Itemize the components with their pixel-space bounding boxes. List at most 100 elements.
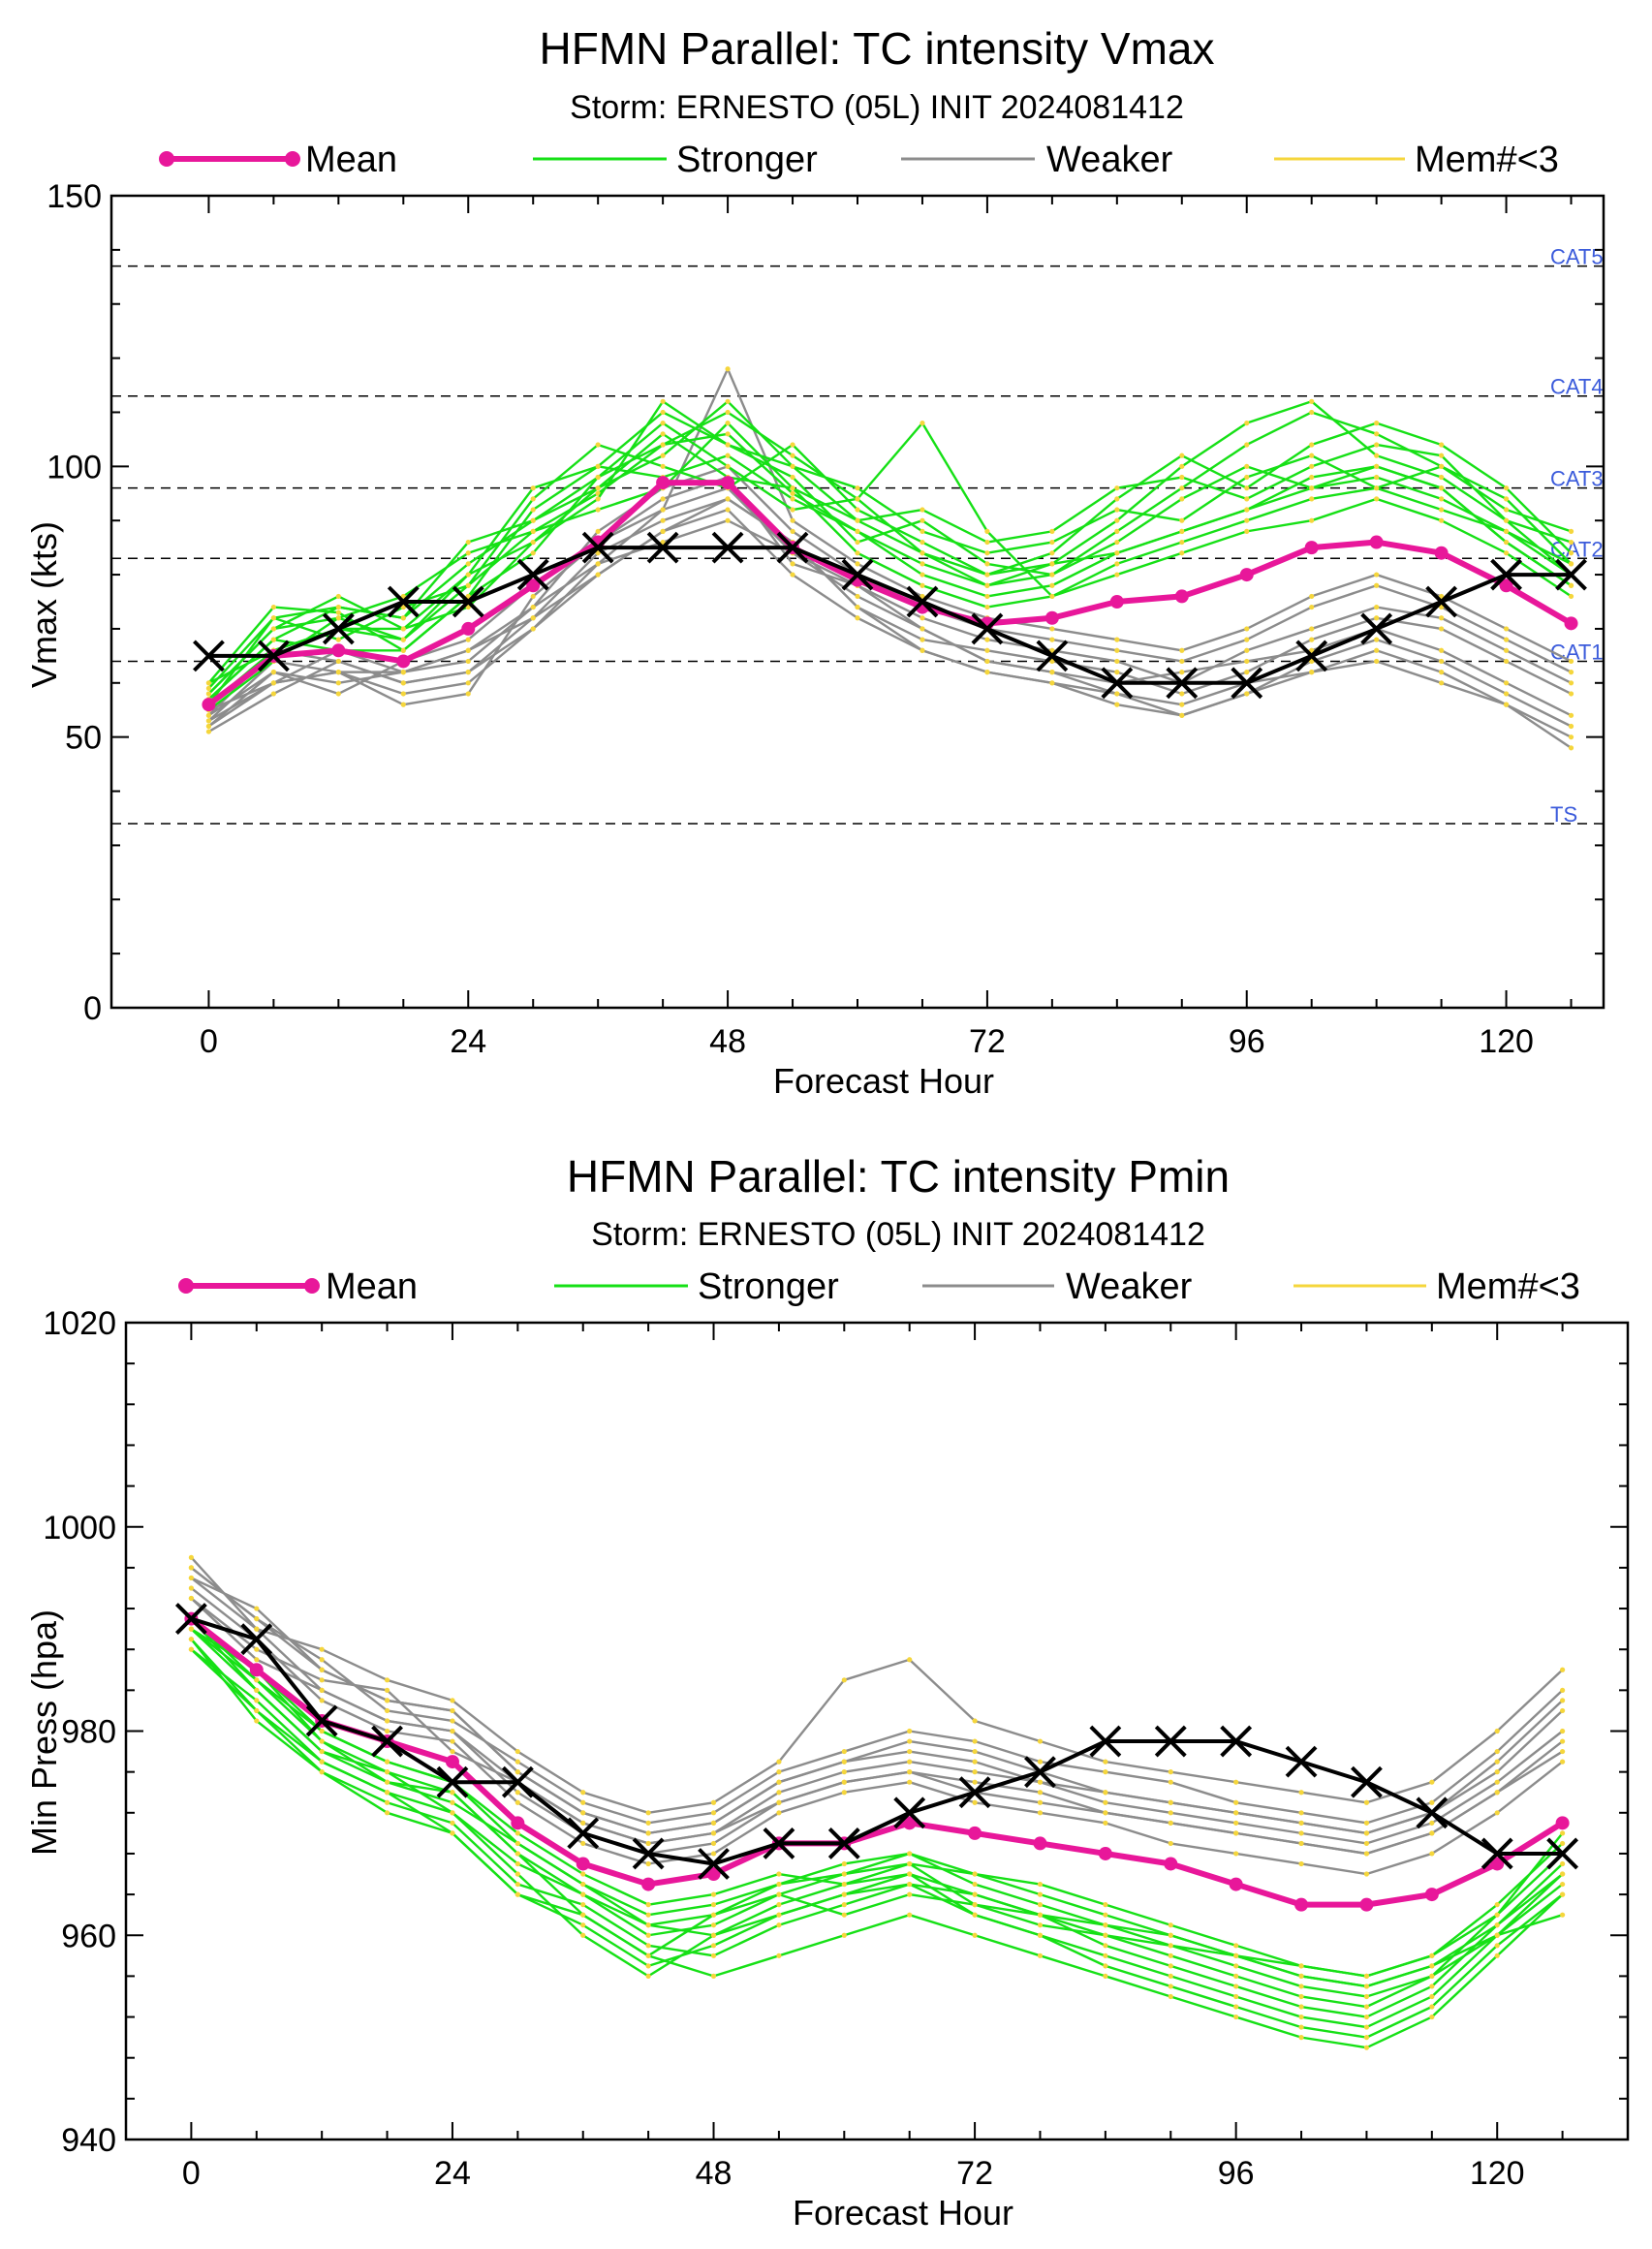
weaker-member-track: [207, 367, 1573, 728]
weaker-member-track-point: [400, 670, 406, 675]
stronger-member-track-point: [530, 496, 536, 502]
stronger-member-track-point: [254, 1677, 260, 1683]
weaker-member-track-point: [841, 1779, 847, 1785]
stronger-member-track-point: [1309, 453, 1315, 458]
observed-x-marker: [371, 1725, 403, 1758]
weaker-member-track-point: [1494, 1759, 1500, 1765]
stronger-member-track-point: [254, 1707, 260, 1714]
x-tick-label: 24: [434, 2155, 471, 2192]
weaker-member-track-point: [972, 1779, 978, 1785]
weaker-member-track-point: [1503, 637, 1510, 642]
mean-point: [1239, 568, 1254, 582]
pmin-chart-subtitle: Storm: ERNESTO (05L) INIT 2024081412: [591, 1216, 1205, 1253]
weaker-member-track-point: [1363, 1830, 1370, 1836]
weaker-member-track-point: [1233, 1851, 1239, 1857]
observed-x-marker: [257, 640, 290, 672]
stronger-member-track-point: [1494, 1912, 1500, 1918]
stronger-member-track-point: [1560, 1830, 1566, 1836]
weaker-member-track-point: [1233, 1810, 1239, 1816]
mean-point: [1424, 1888, 1439, 1902]
y-tick-label: 0: [83, 990, 102, 1027]
weaker-member-track-point: [776, 1790, 782, 1796]
weaker-member-track-point: [725, 507, 731, 513]
stronger-member-track-point: [1363, 1973, 1370, 1979]
weaker-member-track-point: [450, 1728, 455, 1734]
weaker-member-track: [190, 1577, 1564, 1815]
observed-x-marker: [1036, 640, 1069, 672]
observed-x-marker: [581, 531, 614, 564]
weaker-member-track-point: [660, 539, 666, 546]
weaker-member-track-point: [1374, 647, 1380, 653]
weaker-member-track-point: [972, 1769, 978, 1775]
legend-weaker-label: Weaker: [1046, 140, 1173, 180]
stronger-member-track-point: [270, 637, 276, 642]
weaker-member-track-point: [1494, 1810, 1500, 1816]
weaker-member-track-point: [335, 658, 341, 665]
pmin-legend-stronger: Stronger: [554, 1266, 839, 1307]
stronger-member-track-point: [1560, 1860, 1566, 1867]
observed-x-marker: [1089, 1725, 1122, 1758]
observed-x-marker: [1481, 1837, 1513, 1870]
stronger-member-track-point: [1037, 1922, 1044, 1928]
weaker-member-track-point: [465, 680, 471, 686]
mean-point: [445, 1755, 459, 1769]
stronger-member-track-point: [776, 1912, 782, 1918]
stronger-member-track-point: [660, 453, 666, 458]
stronger-member-track-point: [1560, 1881, 1566, 1888]
mean-point: [576, 1857, 590, 1871]
mean-point: [641, 1877, 656, 1891]
stronger-member-track-point: [645, 1943, 651, 1949]
stronger-member-track-point: [1429, 1973, 1435, 1979]
mean-point: [968, 1826, 982, 1840]
weaker-member-track-point: [1439, 647, 1445, 653]
weaker-member-track-point: [1168, 1779, 1173, 1785]
weaker-member-track-point: [1179, 691, 1185, 697]
stronger-member-track-point: [1298, 2035, 1304, 2041]
stronger-member-track-point: [710, 1912, 717, 1918]
weaker-member-track-point: [1244, 658, 1250, 665]
vmax-chart-title: HFMN Parallel: TC intensity Vmax: [540, 23, 1215, 74]
observed-x-marker: [776, 531, 809, 564]
stronger-member-track-point: [645, 1963, 651, 1969]
stronger-member-track-point: [465, 539, 471, 546]
weaker-member-track-point: [984, 658, 990, 665]
stronger-member-track-point: [580, 1922, 586, 1928]
mean-point: [656, 476, 670, 490]
stronger-member-track-point: [335, 609, 341, 615]
observed-x-marker: [1555, 558, 1587, 591]
weaker-member-track-point: [920, 615, 925, 621]
stronger-member-track-point: [1503, 539, 1510, 546]
stronger-member-track-point: [1103, 1952, 1108, 1958]
weaker-member-track-point: [776, 1769, 782, 1775]
stronger-member-track-point: [530, 485, 536, 491]
weaker-member-track-point: [270, 691, 276, 697]
stronger-member-track-point: [1179, 496, 1185, 502]
x-tick-label: 120: [1470, 2155, 1525, 2192]
weaker-member-track-point: [530, 615, 536, 621]
weaker-member-track-point: [1503, 691, 1510, 697]
stronger-member-track-point: [1168, 1963, 1173, 1969]
weaker-member-track-point: [1439, 680, 1445, 686]
stronger-member-track-point: [1560, 1871, 1566, 1877]
stronger-member-track-point: [1429, 1993, 1435, 2000]
stronger-member-track: [207, 400, 1572, 695]
weaker-member-track-point: [1309, 637, 1315, 642]
stronger-member-track: [190, 1617, 1563, 2009]
weaker-member-track-point: [1114, 658, 1120, 665]
weaker-member-track-point: [660, 507, 666, 513]
weaker-member-track-point: [465, 647, 471, 653]
weaker-member-track-point: [595, 550, 601, 556]
weaker-member-track-point: [1233, 1820, 1239, 1826]
stronger-member-track-point: [1114, 528, 1120, 534]
stronger-member-track-point: [1233, 1983, 1239, 1989]
stronger-member-track-point: [1103, 1963, 1108, 1969]
weaker-member-track-point: [1568, 712, 1574, 718]
weaker-member-track-point: [1429, 1799, 1435, 1805]
weaker-member-track-point: [1037, 1810, 1044, 1816]
stronger-member-track-point: [1037, 1952, 1044, 1958]
stronger-member-track-point: [920, 539, 925, 546]
stronger-member-track-point: [1503, 528, 1510, 534]
stronger-member-track-point: [984, 572, 990, 578]
weaker-member-track-point: [465, 658, 471, 665]
weaker-member-track: [207, 497, 1573, 749]
